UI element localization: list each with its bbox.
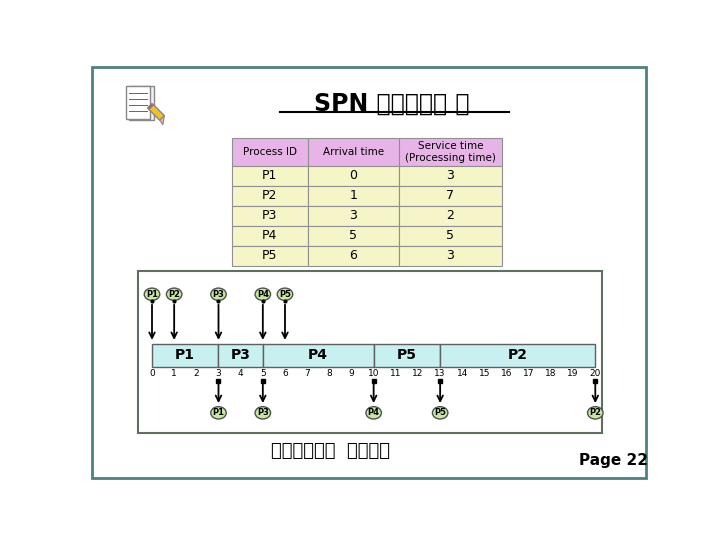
Text: 6: 6 bbox=[282, 369, 288, 378]
Text: 0: 0 bbox=[349, 169, 358, 182]
Text: 9: 9 bbox=[348, 369, 354, 378]
Bar bbox=[399, 206, 502, 226]
Text: 12: 12 bbox=[413, 369, 423, 378]
Bar bbox=[232, 226, 307, 246]
Text: 10: 10 bbox=[368, 369, 379, 378]
Text: 20: 20 bbox=[590, 369, 601, 378]
Polygon shape bbox=[160, 116, 164, 125]
Bar bbox=[399, 138, 502, 166]
Text: 11: 11 bbox=[390, 369, 402, 378]
Polygon shape bbox=[126, 86, 150, 119]
Text: 14: 14 bbox=[456, 369, 468, 378]
Text: P5: P5 bbox=[262, 249, 277, 262]
Bar bbox=[307, 226, 399, 246]
Text: 6: 6 bbox=[350, 249, 357, 262]
Bar bbox=[232, 138, 307, 166]
Text: 15: 15 bbox=[479, 369, 490, 378]
Text: 13: 13 bbox=[434, 369, 446, 378]
Bar bbox=[307, 206, 399, 226]
Text: SPN 스케줄링의 예: SPN 스케줄링의 예 bbox=[315, 91, 470, 116]
Bar bbox=[307, 138, 399, 166]
Text: P5: P5 bbox=[279, 290, 291, 299]
Bar bbox=[374, 343, 440, 367]
Ellipse shape bbox=[211, 288, 226, 300]
Text: P1: P1 bbox=[175, 348, 195, 362]
Text: 18: 18 bbox=[545, 369, 557, 378]
Text: 0: 0 bbox=[149, 369, 155, 378]
Ellipse shape bbox=[144, 288, 160, 300]
Ellipse shape bbox=[366, 407, 382, 419]
Text: P1: P1 bbox=[212, 408, 225, 417]
Ellipse shape bbox=[277, 288, 293, 300]
Bar bbox=[232, 246, 307, 266]
Text: P2: P2 bbox=[262, 189, 277, 202]
Text: 5: 5 bbox=[446, 230, 454, 242]
Bar bbox=[307, 246, 399, 266]
Text: P5: P5 bbox=[434, 408, 446, 417]
Text: 17: 17 bbox=[523, 369, 534, 378]
Text: P4: P4 bbox=[257, 290, 269, 299]
Text: 16: 16 bbox=[501, 369, 513, 378]
Polygon shape bbox=[148, 103, 153, 110]
Text: 3: 3 bbox=[350, 209, 357, 222]
Bar bbox=[399, 186, 502, 206]
Text: 2: 2 bbox=[194, 369, 199, 378]
Bar bbox=[232, 206, 307, 226]
Text: P1: P1 bbox=[146, 290, 158, 299]
Bar bbox=[307, 186, 399, 206]
Bar bbox=[263, 343, 374, 367]
Text: P2: P2 bbox=[508, 348, 528, 362]
Ellipse shape bbox=[433, 407, 448, 419]
Text: 7: 7 bbox=[305, 369, 310, 378]
Bar bbox=[307, 166, 399, 186]
Bar bbox=[399, 166, 502, 186]
Text: P4: P4 bbox=[262, 230, 277, 242]
Bar bbox=[399, 226, 502, 246]
Text: P4: P4 bbox=[308, 348, 328, 362]
Ellipse shape bbox=[255, 407, 271, 419]
Text: Page 22: Page 22 bbox=[579, 453, 647, 468]
Text: 4: 4 bbox=[238, 369, 243, 378]
Bar bbox=[232, 186, 307, 206]
Text: Process ID: Process ID bbox=[243, 147, 297, 157]
Bar bbox=[399, 246, 502, 266]
Bar bbox=[218, 343, 263, 367]
Bar bbox=[232, 166, 307, 186]
Text: 19: 19 bbox=[567, 369, 579, 378]
Text: P3: P3 bbox=[212, 290, 225, 299]
Text: 컴퓨터공학과  운영체제: 컴퓨터공학과 운영체제 bbox=[271, 442, 390, 460]
Text: Service time
(Processing time): Service time (Processing time) bbox=[405, 141, 496, 163]
Text: 5: 5 bbox=[349, 230, 358, 242]
Polygon shape bbox=[129, 86, 153, 120]
Text: 8: 8 bbox=[326, 369, 332, 378]
Text: P3: P3 bbox=[257, 408, 269, 417]
Text: 1: 1 bbox=[171, 369, 177, 378]
Bar bbox=[440, 343, 595, 367]
Text: P3: P3 bbox=[262, 209, 277, 222]
Text: 2: 2 bbox=[446, 209, 454, 222]
Ellipse shape bbox=[166, 288, 182, 300]
Text: Arrival time: Arrival time bbox=[323, 147, 384, 157]
Text: 3: 3 bbox=[446, 169, 454, 182]
Ellipse shape bbox=[211, 407, 226, 419]
Text: 3: 3 bbox=[215, 369, 221, 378]
Text: 7: 7 bbox=[446, 189, 454, 202]
Ellipse shape bbox=[588, 407, 603, 419]
Text: P3: P3 bbox=[230, 348, 251, 362]
Bar bbox=[152, 343, 218, 367]
Text: P4: P4 bbox=[368, 408, 379, 417]
Ellipse shape bbox=[255, 288, 271, 300]
Text: 1: 1 bbox=[350, 189, 357, 202]
Text: P2: P2 bbox=[168, 290, 180, 299]
Bar bbox=[138, 271, 601, 433]
Text: 5: 5 bbox=[260, 369, 266, 378]
Text: P2: P2 bbox=[589, 408, 601, 417]
Text: 3: 3 bbox=[446, 249, 454, 262]
Text: P5: P5 bbox=[397, 348, 417, 362]
Text: P1: P1 bbox=[262, 169, 277, 182]
Polygon shape bbox=[149, 105, 164, 120]
